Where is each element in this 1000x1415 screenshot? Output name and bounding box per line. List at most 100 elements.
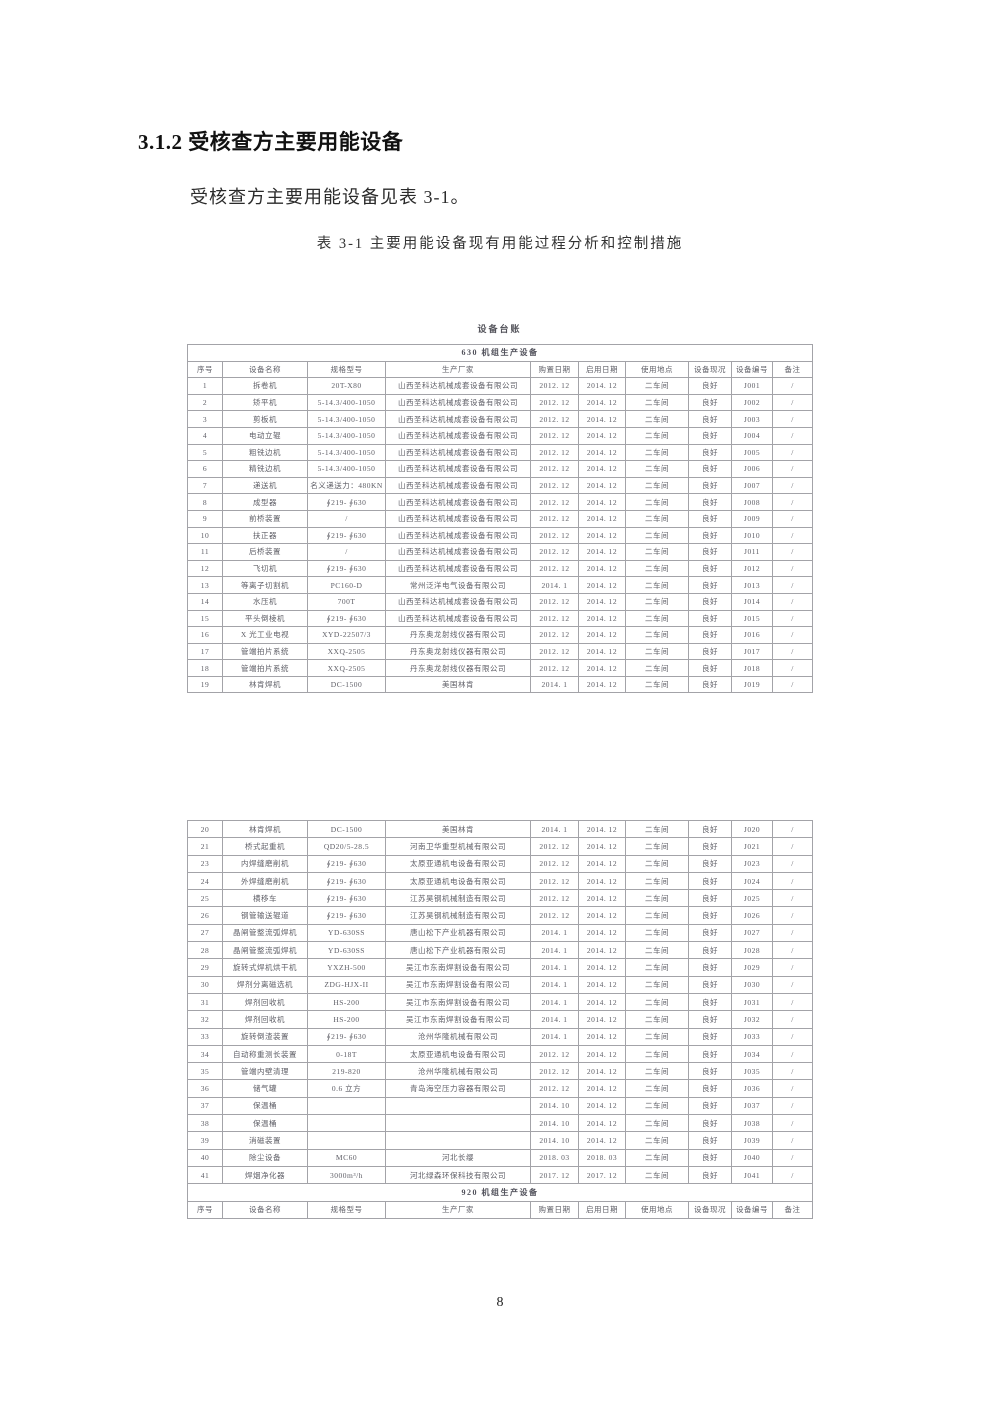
table-cell: J021 xyxy=(731,837,773,856)
table-cell: 二车间 xyxy=(625,393,689,412)
table-cell: / xyxy=(772,476,813,495)
table-cell: J024 xyxy=(731,871,773,891)
table-row: 1 拆卷机 20T-X80 山西圣科达机械成套设备有限公司 2012. 12 2014. … xyxy=(187,377,813,395)
table-cell: 山西圣科达机械成套设备有限公司 xyxy=(385,443,531,462)
table-cell: 35 xyxy=(187,1062,223,1081)
table-cell: 15 xyxy=(187,609,223,628)
table-cell: 23 xyxy=(187,854,223,873)
table-row: 35 管端内壁清理 219-820 沧州华隆机械有限公司 2012. 12 2014. 1… xyxy=(187,1062,813,1081)
table-cell: 二车间 xyxy=(625,1131,689,1150)
column-header-cell: 购置日期 xyxy=(530,1200,579,1219)
table-row: 18 管端拍片系统 XXQ-2505 丹东奥龙射线仪器有限公司 2012. 12 2014… xyxy=(187,659,813,677)
table-cell: 3000m³/h xyxy=(307,1165,386,1185)
table-row: 11 后桥装置 / 山西圣科达机械成套设备有限公司 2012. 12 2014. 12 二车… xyxy=(187,543,813,561)
table-cell: 良好 xyxy=(688,1079,732,1098)
table-cell: 2014. 1 xyxy=(530,975,579,994)
table-cell: 2014. 1 xyxy=(530,923,579,943)
table-cell: 林肯焊机 xyxy=(222,819,308,839)
table-row: 27 晶闸管整流弧焊机 YD-630SS 唐山松下产业机器有限公司 2014. 1 201… xyxy=(187,923,813,943)
table-cell: 2012. 12 xyxy=(530,609,579,628)
table-cell: / xyxy=(772,906,813,925)
table-cell: J001 xyxy=(731,377,773,395)
table-cell: 山西圣科达机械成套设备有限公司 xyxy=(385,509,531,528)
table-cell: 二车间 xyxy=(625,443,689,462)
table-cell: 2012. 12 xyxy=(530,377,579,395)
table-cell: 2014. 12 xyxy=(578,659,626,677)
table-cell: ∮219- ∮630 xyxy=(307,559,386,578)
table-row: 33 旋转倒渣装置 ∮219- ∮630 沧州华隆机械有限公司 2014. 1 2014.… xyxy=(187,1027,813,1046)
table-cell: 二车间 xyxy=(625,642,689,661)
table-cell: 9 xyxy=(187,509,223,528)
table-cell: 良好 xyxy=(688,819,732,839)
table-cell: J040 xyxy=(731,1148,773,1167)
column-header-cell: 使用地点 xyxy=(625,1200,689,1219)
table-cell: J038 xyxy=(731,1114,773,1133)
table-cell: 二车间 xyxy=(625,819,689,839)
table-row: 8 成型器 ∮219- ∮630 山西圣科达机械成套设备有限公司 2012. 12 201… xyxy=(187,493,813,511)
table-cell: 二车间 xyxy=(625,889,689,908)
table-cell: 二车间 xyxy=(625,1079,689,1098)
table-cell: 20 xyxy=(187,819,223,839)
table-cell: 2014. 12 xyxy=(578,923,626,943)
table-cell: 焊烟净化器 xyxy=(222,1165,308,1185)
table-cell: J026 xyxy=(731,906,773,925)
table-cell: / xyxy=(772,854,813,873)
table-cell: 39 xyxy=(187,1131,223,1150)
table-cell: 平头倒棱机 xyxy=(222,609,308,628)
table-cell: 2012. 12 xyxy=(530,493,579,511)
table-cell: 2018. 03 xyxy=(530,1148,579,1167)
table-cell: 29 xyxy=(187,958,223,977)
equipment-table-part1: 630 机组生产设备 序号 设备名称 规格型号 生产厂家 购置日期 启用日期 使用地点 设备现… xyxy=(187,344,813,694)
table-cell: 良好 xyxy=(688,975,732,994)
table-cell: / xyxy=(772,393,813,412)
table-cell: 二车间 xyxy=(625,659,689,677)
table-cell xyxy=(307,1114,386,1133)
table-row: 13 等离子切割机 PC160-D 常州泛洋电气设备有限公司 2014. 1 2014. … xyxy=(187,576,813,594)
table-cell: / xyxy=(772,1062,813,1081)
table-cell: 良好 xyxy=(688,854,732,873)
table-cell: 横移车 xyxy=(222,889,308,908)
table-cell: J005 xyxy=(731,443,773,462)
table-cell: PC160-D xyxy=(307,576,386,594)
table-cell: ∮219- ∮630 xyxy=(307,493,386,511)
table-cell: 二车间 xyxy=(625,410,689,428)
column-header-cell: 设备名称 xyxy=(222,1200,308,1219)
table-cell: 良好 xyxy=(688,443,732,462)
table-cell: 5-14.3/400-1050 xyxy=(307,460,386,478)
table-cell: 二车间 xyxy=(625,609,689,628)
table-cell: 良好 xyxy=(688,393,732,412)
table-cell: 2014. 12 xyxy=(578,1114,626,1133)
table-cell: J017 xyxy=(731,642,773,661)
table-cell: 名义递送力：480KN xyxy=(307,476,386,495)
table-cell: 良好 xyxy=(688,941,732,960)
table-cell: / xyxy=(772,975,813,994)
table-cell: 二车间 xyxy=(625,576,689,594)
table-cell: 2014. 12 xyxy=(578,460,626,478)
table-cell: / xyxy=(307,509,386,528)
table-cell: J035 xyxy=(731,1062,773,1081)
table-cell: 25 xyxy=(187,889,223,908)
table-cell: 唐山松下产业机器有限公司 xyxy=(385,923,531,943)
table-cell: 2017. 12 xyxy=(578,1165,626,1185)
table-cell: 唐山松下产业机器有限公司 xyxy=(385,941,531,960)
table-cell: 良好 xyxy=(688,1027,732,1046)
table-cell: 2018. 03 xyxy=(578,1148,626,1167)
table-cell: XXQ-2505 xyxy=(307,642,386,661)
table-cell: / xyxy=(772,410,813,428)
table-row: 39 消磁装置 2014. 10 2014. 12 二车间 良好 J039/ xyxy=(187,1131,813,1150)
table-cell: / xyxy=(772,992,813,1012)
table-cell: 2012. 12 xyxy=(530,509,579,528)
table-cell: 良好 xyxy=(688,642,732,661)
table-cell: 700T xyxy=(307,592,386,611)
table-row: 21 桥式起重机 QD20/5-28.5 河南卫华重型机械有限公司 2012. 12 20… xyxy=(187,837,813,856)
section-title: 920 机组生产设备 xyxy=(187,1183,813,1202)
table-cell: 2012. 12 xyxy=(530,889,579,908)
table-cell: 2012. 12 xyxy=(530,1044,579,1064)
table-cell: J032 xyxy=(731,1010,773,1029)
table-cell: 24 xyxy=(187,871,223,891)
table-cell: 二车间 xyxy=(625,1027,689,1046)
table-cell: / xyxy=(772,659,813,677)
table-cell: 拆卷机 xyxy=(222,377,308,395)
table-row: 10 扶正器 ∮219- ∮630 山西圣科达机械成套设备有限公司 2012. 12 20… xyxy=(187,526,813,545)
table-cell: 二车间 xyxy=(625,1062,689,1081)
